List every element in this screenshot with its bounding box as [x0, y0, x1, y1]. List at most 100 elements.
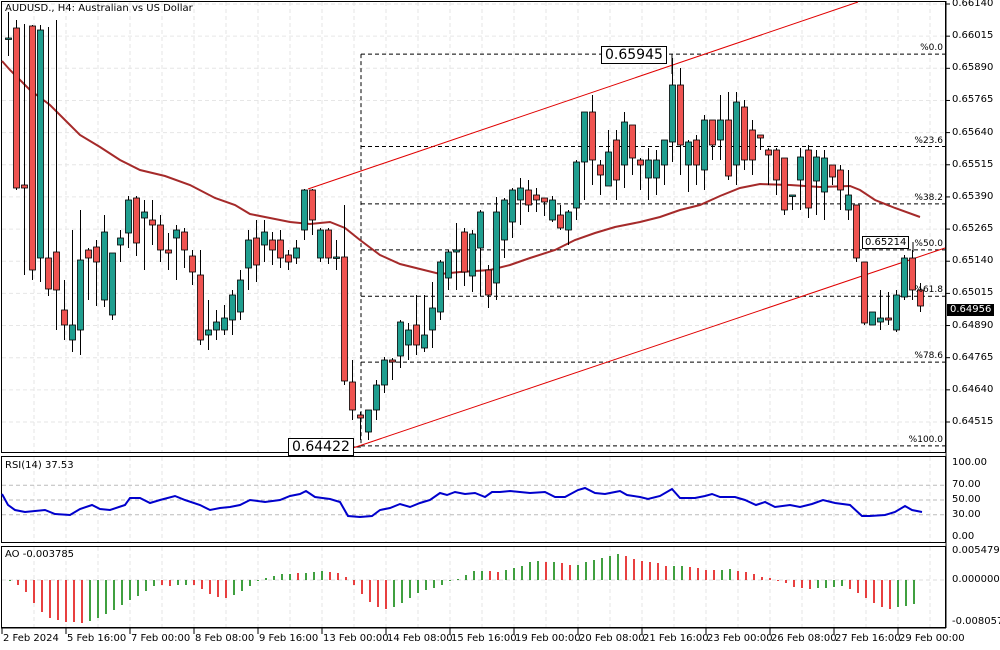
bullish-candle	[477, 211, 484, 249]
bearish-candle	[829, 164, 836, 178]
price-axis-label: 0.65265	[952, 223, 994, 235]
time-axis-label: 14 Feb 08:00	[387, 633, 453, 644]
time-axis-label: 20 Feb 08:00	[579, 633, 645, 644]
bullish-candle	[653, 159, 660, 179]
bullish-candle	[317, 229, 324, 259]
time-axis-label: 26 Feb 08:00	[771, 633, 837, 644]
bullish-candle	[229, 294, 236, 321]
recent-high-label: 0.65214	[862, 236, 910, 249]
bearish-candle	[589, 111, 596, 161]
bearish-candle	[189, 255, 196, 273]
bearish-candle	[133, 197, 140, 244]
bullish-candle	[565, 211, 572, 231]
bearish-candle	[181, 231, 188, 251]
bullish-candle	[429, 307, 436, 331]
bearish-candle	[165, 249, 172, 254]
bullish-candle	[509, 189, 516, 223]
price-axis-label: 0.65765	[952, 94, 994, 106]
fibonacci-level-label: %61.8	[914, 285, 943, 296]
price-axis-label: 0.65890	[952, 62, 994, 74]
bearish-candle	[21, 184, 28, 189]
bullish-candle	[869, 311, 876, 326]
price-axis-label: 0.64765	[952, 351, 994, 363]
bullish-candle	[69, 324, 76, 341]
bearish-candle	[909, 257, 916, 291]
bearish-candle	[861, 261, 868, 324]
bearish-candle	[805, 149, 812, 209]
bullish-candle	[469, 233, 476, 277]
bullish-candle	[293, 247, 300, 259]
bullish-candle	[421, 334, 428, 349]
bullish-candle	[365, 409, 372, 433]
bearish-candle	[149, 219, 156, 226]
fibonacci-level-label: %0.0	[920, 43, 943, 54]
bullish-candle	[517, 187, 524, 201]
bullish-candle	[261, 231, 268, 246]
bullish-candle	[877, 317, 884, 323]
time-axis-label: 29 Feb 00:00	[899, 633, 965, 644]
bearish-candle	[157, 224, 164, 251]
price-axis-label: 0.64890	[952, 319, 994, 331]
bullish-candle	[237, 279, 244, 313]
bearish-candle	[85, 249, 92, 259]
bullish-candle	[789, 194, 796, 197]
rsi-axis-label: 0.00	[952, 531, 975, 542]
ao-axis-label: -0.008057	[952, 616, 1000, 627]
bullish-candle	[605, 151, 612, 187]
moving-average-line	[1, 60, 921, 276]
bearish-candle	[837, 169, 844, 191]
bullish-candle	[717, 119, 724, 141]
bearish-candle	[773, 149, 780, 181]
bullish-candle	[125, 199, 132, 234]
bearish-candle	[53, 251, 60, 291]
bullish-candle	[493, 211, 500, 284]
bearish-candle	[309, 189, 316, 221]
rsi-axis-label: 100.00	[952, 457, 987, 468]
price-axis-label: 0.65140	[952, 255, 994, 267]
bearish-candle	[341, 256, 348, 382]
bearish-candle	[757, 134, 764, 139]
bearish-candle	[277, 239, 284, 259]
fibonacci-level-label: %23.6	[914, 135, 943, 146]
bullish-candle	[581, 111, 588, 163]
bearish-candle	[533, 194, 540, 201]
bearish-candle	[541, 197, 548, 203]
bullish-candle	[213, 321, 220, 331]
bullish-candle	[701, 119, 708, 171]
bearish-candle	[557, 214, 564, 229]
price-axis-label: 0.65515	[952, 158, 994, 170]
price-pane-border	[1, 1, 946, 453]
channel-upper-line	[307, 1, 859, 190]
bearish-candle	[629, 124, 636, 159]
bullish-candle	[109, 252, 116, 316]
bearish-candle	[765, 149, 772, 156]
bullish-candle	[333, 256, 340, 259]
rsi-label: RSI(14) 37.53	[5, 460, 74, 471]
bullish-candle	[845, 194, 852, 211]
bearish-candle	[61, 309, 68, 326]
bearish-candle	[741, 106, 748, 161]
bearish-candle	[597, 164, 604, 176]
bullish-candle	[501, 199, 508, 241]
price-axis-label: 0.64640	[952, 383, 994, 395]
bullish-candle	[373, 384, 380, 411]
bullish-candle	[245, 239, 252, 269]
price-axis-label: 0.64515	[952, 415, 994, 427]
bullish-candle	[37, 29, 44, 259]
bullish-candle	[173, 229, 180, 239]
bearish-candle	[693, 139, 700, 166]
bullish-candle	[549, 199, 556, 221]
bearish-candle	[413, 324, 420, 346]
time-axis-label: 9 Feb 16:00	[259, 633, 319, 644]
bullish-candle	[205, 329, 212, 336]
bearish-candle	[285, 254, 292, 263]
time-axis-label: 7 Feb 00:00	[131, 633, 191, 644]
rsi-axis-label: 50.00	[952, 494, 981, 505]
bearish-candle	[885, 317, 892, 321]
bullish-candle	[669, 84, 676, 143]
bearish-candle	[725, 119, 732, 177]
price-axis-label: 0.65390	[952, 190, 994, 202]
ao-pane-border	[1, 546, 946, 628]
time-axis-label: 13 Feb 00:00	[323, 633, 389, 644]
